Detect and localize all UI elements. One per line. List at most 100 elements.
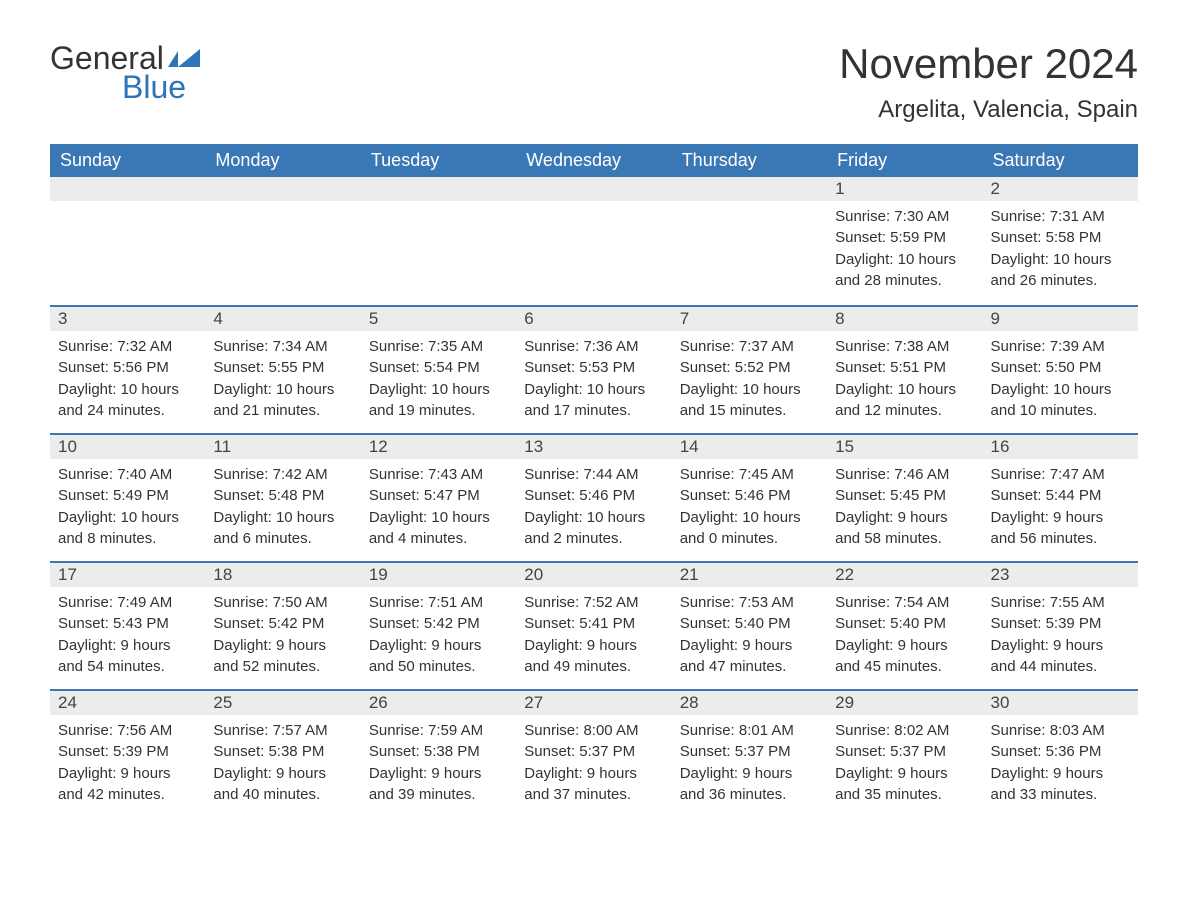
day-number: 29 <box>827 691 982 715</box>
day-sunset: Sunset: 5:52 PM <box>680 358 819 378</box>
weekday-header: Friday <box>827 144 982 177</box>
day-body: Sunrise: 8:00 AMSunset: 5:37 PMDaylight:… <box>516 715 671 816</box>
day-day1: Daylight: 10 hours <box>835 250 974 270</box>
day-sunset: Sunset: 5:37 PM <box>680 742 819 762</box>
day-number: 14 <box>672 435 827 459</box>
weekday-header: Wednesday <box>516 144 671 177</box>
day-sunset: Sunset: 5:50 PM <box>991 358 1130 378</box>
day-day2: and 26 minutes. <box>991 271 1130 291</box>
day-day2: and 50 minutes. <box>369 657 508 677</box>
day-sunset: Sunset: 5:40 PM <box>680 614 819 634</box>
day-body: Sunrise: 7:39 AMSunset: 5:50 PMDaylight:… <box>983 331 1138 432</box>
day-sunrise: Sunrise: 7:52 AM <box>524 593 663 613</box>
day-sunset: Sunset: 5:49 PM <box>58 486 197 506</box>
day-number: 15 <box>827 435 982 459</box>
day-day2: and 2 minutes. <box>524 529 663 549</box>
day-cell: 13Sunrise: 7:44 AMSunset: 5:46 PMDayligh… <box>516 435 671 561</box>
day-day1: Daylight: 10 hours <box>991 380 1130 400</box>
day-sunrise: Sunrise: 7:36 AM <box>524 337 663 357</box>
day-sunrise: Sunrise: 7:39 AM <box>991 337 1130 357</box>
day-cell <box>205 177 360 305</box>
day-number: 8 <box>827 307 982 331</box>
day-day2: and 45 minutes. <box>835 657 974 677</box>
day-cell: 20Sunrise: 7:52 AMSunset: 5:41 PMDayligh… <box>516 563 671 689</box>
day-sunset: Sunset: 5:46 PM <box>680 486 819 506</box>
day-day2: and 56 minutes. <box>991 529 1130 549</box>
day-day2: and 17 minutes. <box>524 401 663 421</box>
day-number: 21 <box>672 563 827 587</box>
day-cell: 11Sunrise: 7:42 AMSunset: 5:48 PMDayligh… <box>205 435 360 561</box>
day-body: Sunrise: 7:57 AMSunset: 5:38 PMDaylight:… <box>205 715 360 816</box>
day-number: 3 <box>50 307 205 331</box>
day-sunrise: Sunrise: 8:03 AM <box>991 721 1130 741</box>
week-row: 17Sunrise: 7:49 AMSunset: 5:43 PMDayligh… <box>50 561 1138 689</box>
day-day1: Daylight: 9 hours <box>213 764 352 784</box>
day-cell: 4Sunrise: 7:34 AMSunset: 5:55 PMDaylight… <box>205 307 360 433</box>
day-number: 5 <box>361 307 516 331</box>
day-day1: Daylight: 9 hours <box>213 636 352 656</box>
day-number: 25 <box>205 691 360 715</box>
day-cell: 29Sunrise: 8:02 AMSunset: 5:37 PMDayligh… <box>827 691 982 817</box>
day-sunset: Sunset: 5:36 PM <box>991 742 1130 762</box>
day-cell: 8Sunrise: 7:38 AMSunset: 5:51 PMDaylight… <box>827 307 982 433</box>
day-sunset: Sunset: 5:39 PM <box>58 742 197 762</box>
weekday-header: Monday <box>205 144 360 177</box>
day-sunset: Sunset: 5:51 PM <box>835 358 974 378</box>
day-body: Sunrise: 8:01 AMSunset: 5:37 PMDaylight:… <box>672 715 827 816</box>
day-sunset: Sunset: 5:46 PM <box>524 486 663 506</box>
day-cell: 9Sunrise: 7:39 AMSunset: 5:50 PMDaylight… <box>983 307 1138 433</box>
flag-icon <box>168 49 200 69</box>
day-sunrise: Sunrise: 8:01 AM <box>680 721 819 741</box>
month-title: November 2024 <box>839 40 1138 88</box>
day-body: Sunrise: 7:44 AMSunset: 5:46 PMDaylight:… <box>516 459 671 560</box>
day-sunrise: Sunrise: 7:49 AM <box>58 593 197 613</box>
day-number: 23 <box>983 563 1138 587</box>
day-day2: and 12 minutes. <box>835 401 974 421</box>
day-sunset: Sunset: 5:58 PM <box>991 228 1130 248</box>
day-sunset: Sunset: 5:44 PM <box>991 486 1130 506</box>
day-cell: 10Sunrise: 7:40 AMSunset: 5:49 PMDayligh… <box>50 435 205 561</box>
day-day2: and 24 minutes. <box>58 401 197 421</box>
day-day2: and 33 minutes. <box>991 785 1130 805</box>
logo-text-blue: Blue <box>122 69 186 106</box>
day-sunset: Sunset: 5:42 PM <box>213 614 352 634</box>
day-number <box>50 177 205 201</box>
day-sunrise: Sunrise: 7:35 AM <box>369 337 508 357</box>
day-cell: 6Sunrise: 7:36 AMSunset: 5:53 PMDaylight… <box>516 307 671 433</box>
day-body: Sunrise: 8:02 AMSunset: 5:37 PMDaylight:… <box>827 715 982 816</box>
day-cell: 25Sunrise: 7:57 AMSunset: 5:38 PMDayligh… <box>205 691 360 817</box>
day-number: 1 <box>827 177 982 201</box>
day-cell: 21Sunrise: 7:53 AMSunset: 5:40 PMDayligh… <box>672 563 827 689</box>
day-number: 9 <box>983 307 1138 331</box>
day-body: Sunrise: 7:43 AMSunset: 5:47 PMDaylight:… <box>361 459 516 560</box>
day-day1: Daylight: 9 hours <box>369 764 508 784</box>
day-sunrise: Sunrise: 7:40 AM <box>58 465 197 485</box>
day-day2: and 8 minutes. <box>58 529 197 549</box>
day-body: Sunrise: 7:52 AMSunset: 5:41 PMDaylight:… <box>516 587 671 688</box>
day-cell: 15Sunrise: 7:46 AMSunset: 5:45 PMDayligh… <box>827 435 982 561</box>
day-day1: Daylight: 9 hours <box>991 508 1130 528</box>
day-cell: 14Sunrise: 7:45 AMSunset: 5:46 PMDayligh… <box>672 435 827 561</box>
day-day2: and 52 minutes. <box>213 657 352 677</box>
day-number <box>516 177 671 201</box>
day-body: Sunrise: 8:03 AMSunset: 5:36 PMDaylight:… <box>983 715 1138 816</box>
day-day1: Daylight: 10 hours <box>58 380 197 400</box>
day-cell: 19Sunrise: 7:51 AMSunset: 5:42 PMDayligh… <box>361 563 516 689</box>
day-cell <box>50 177 205 305</box>
week-row: 10Sunrise: 7:40 AMSunset: 5:49 PMDayligh… <box>50 433 1138 561</box>
day-cell <box>672 177 827 305</box>
day-number: 19 <box>361 563 516 587</box>
day-body: Sunrise: 7:54 AMSunset: 5:40 PMDaylight:… <box>827 587 982 688</box>
day-sunrise: Sunrise: 7:32 AM <box>58 337 197 357</box>
day-day2: and 19 minutes. <box>369 401 508 421</box>
day-sunset: Sunset: 5:38 PM <box>369 742 508 762</box>
day-day2: and 4 minutes. <box>369 529 508 549</box>
day-cell: 2Sunrise: 7:31 AMSunset: 5:58 PMDaylight… <box>983 177 1138 305</box>
day-day1: Daylight: 9 hours <box>991 636 1130 656</box>
day-sunrise: Sunrise: 7:42 AM <box>213 465 352 485</box>
day-cell: 22Sunrise: 7:54 AMSunset: 5:40 PMDayligh… <box>827 563 982 689</box>
day-number: 7 <box>672 307 827 331</box>
day-day2: and 0 minutes. <box>680 529 819 549</box>
day-day2: and 47 minutes. <box>680 657 819 677</box>
day-number <box>361 177 516 201</box>
